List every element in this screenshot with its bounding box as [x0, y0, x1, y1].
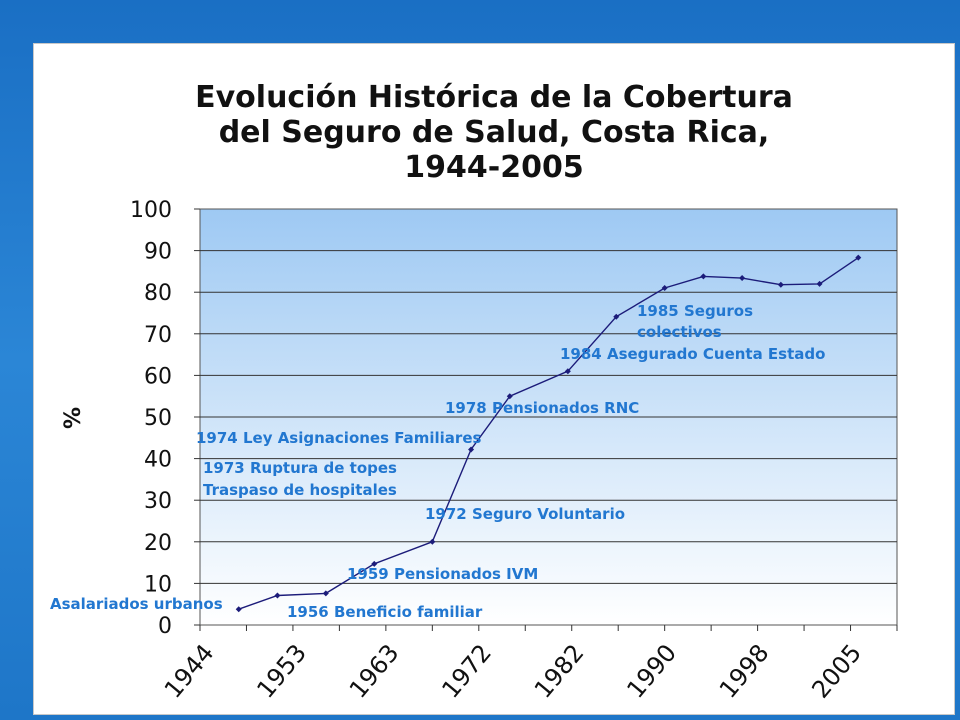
data-point [855, 254, 862, 261]
data-point [322, 590, 329, 597]
data-point [777, 281, 784, 288]
annotation-1959: 1959 Pensionados IVM [347, 565, 538, 583]
annotation-1972: 1972 Seguro Voluntario [425, 505, 625, 523]
x-tick-label: 1953 [251, 639, 312, 704]
gridlines [200, 250, 897, 584]
x-tick-label: 1998 [714, 639, 775, 704]
annotation-1985-line1: 1985 Seguros [637, 302, 753, 320]
y-tick-label: 20 [144, 531, 172, 556]
series-points [235, 254, 862, 613]
title-line-3: 1944-2005 [404, 150, 584, 185]
y-axis-label: % [61, 407, 86, 429]
data-point [429, 538, 436, 545]
x-tick-label: 1963 [344, 639, 405, 704]
data-point [371, 560, 378, 567]
data-point [274, 592, 281, 599]
y-tick-label: 30 [144, 489, 172, 514]
annotation-1974: 1974 Ley Asignaciones Familiares [196, 429, 481, 447]
x-tick-label: 1944 [159, 639, 220, 704]
y-tick-label: 90 [144, 240, 172, 265]
x-tick-label: 1972 [436, 639, 497, 704]
y-tick-label: 10 [144, 572, 172, 597]
y-tick-label: 100 [130, 198, 172, 223]
annotation-1985-line2: colectivos [637, 323, 722, 341]
y-tick-label: 0 [158, 614, 172, 639]
annotation-1956: 1956 Beneficio familiar [287, 603, 483, 621]
y-tick-label: 70 [144, 323, 172, 348]
y-tick-label: 80 [144, 281, 172, 306]
chart-title: Evolución Histórica de la Cobertura del … [34, 80, 954, 185]
x-tick-label: 1982 [529, 639, 590, 704]
title-line-1: Evolución Histórica de la Cobertura [195, 80, 793, 115]
y-tick-label: 40 [144, 448, 172, 473]
title-line-2: del Seguro de Salud, Costa Rica, [218, 115, 770, 150]
data-point [816, 280, 823, 287]
annotation-1978: 1978 Pensionados RNC [445, 399, 639, 417]
data-point [468, 446, 475, 453]
x-axis: 1944 1953 1963 1972 1982 1990 1998 2005 [159, 625, 898, 704]
y-tick-label: 50 [144, 406, 172, 431]
data-point [506, 393, 513, 400]
y-tick-label: 60 [144, 364, 172, 389]
annotation-1973-line2: Traspaso de hospitales [203, 481, 397, 499]
data-point [564, 368, 571, 375]
y-axis: 0 10 20 30 40 50 60 70 80 90 100 [130, 198, 200, 639]
annotation-1984: 1984 Asegurado Cuenta Estado [560, 345, 825, 363]
annotation-asalariados: Asalariados urbanos [50, 595, 223, 613]
annotations: Asalariados urbanos 1956 Beneficio famil… [50, 302, 825, 621]
data-point [613, 313, 620, 320]
data-point [661, 285, 668, 292]
data-point [235, 606, 242, 613]
annotation-1973-line1: 1973 Ruptura de topes [203, 459, 397, 477]
x-tick-label: 2005 [806, 639, 867, 704]
data-point [739, 275, 746, 282]
x-tick-label: 1990 [621, 639, 682, 704]
data-point [700, 273, 707, 280]
